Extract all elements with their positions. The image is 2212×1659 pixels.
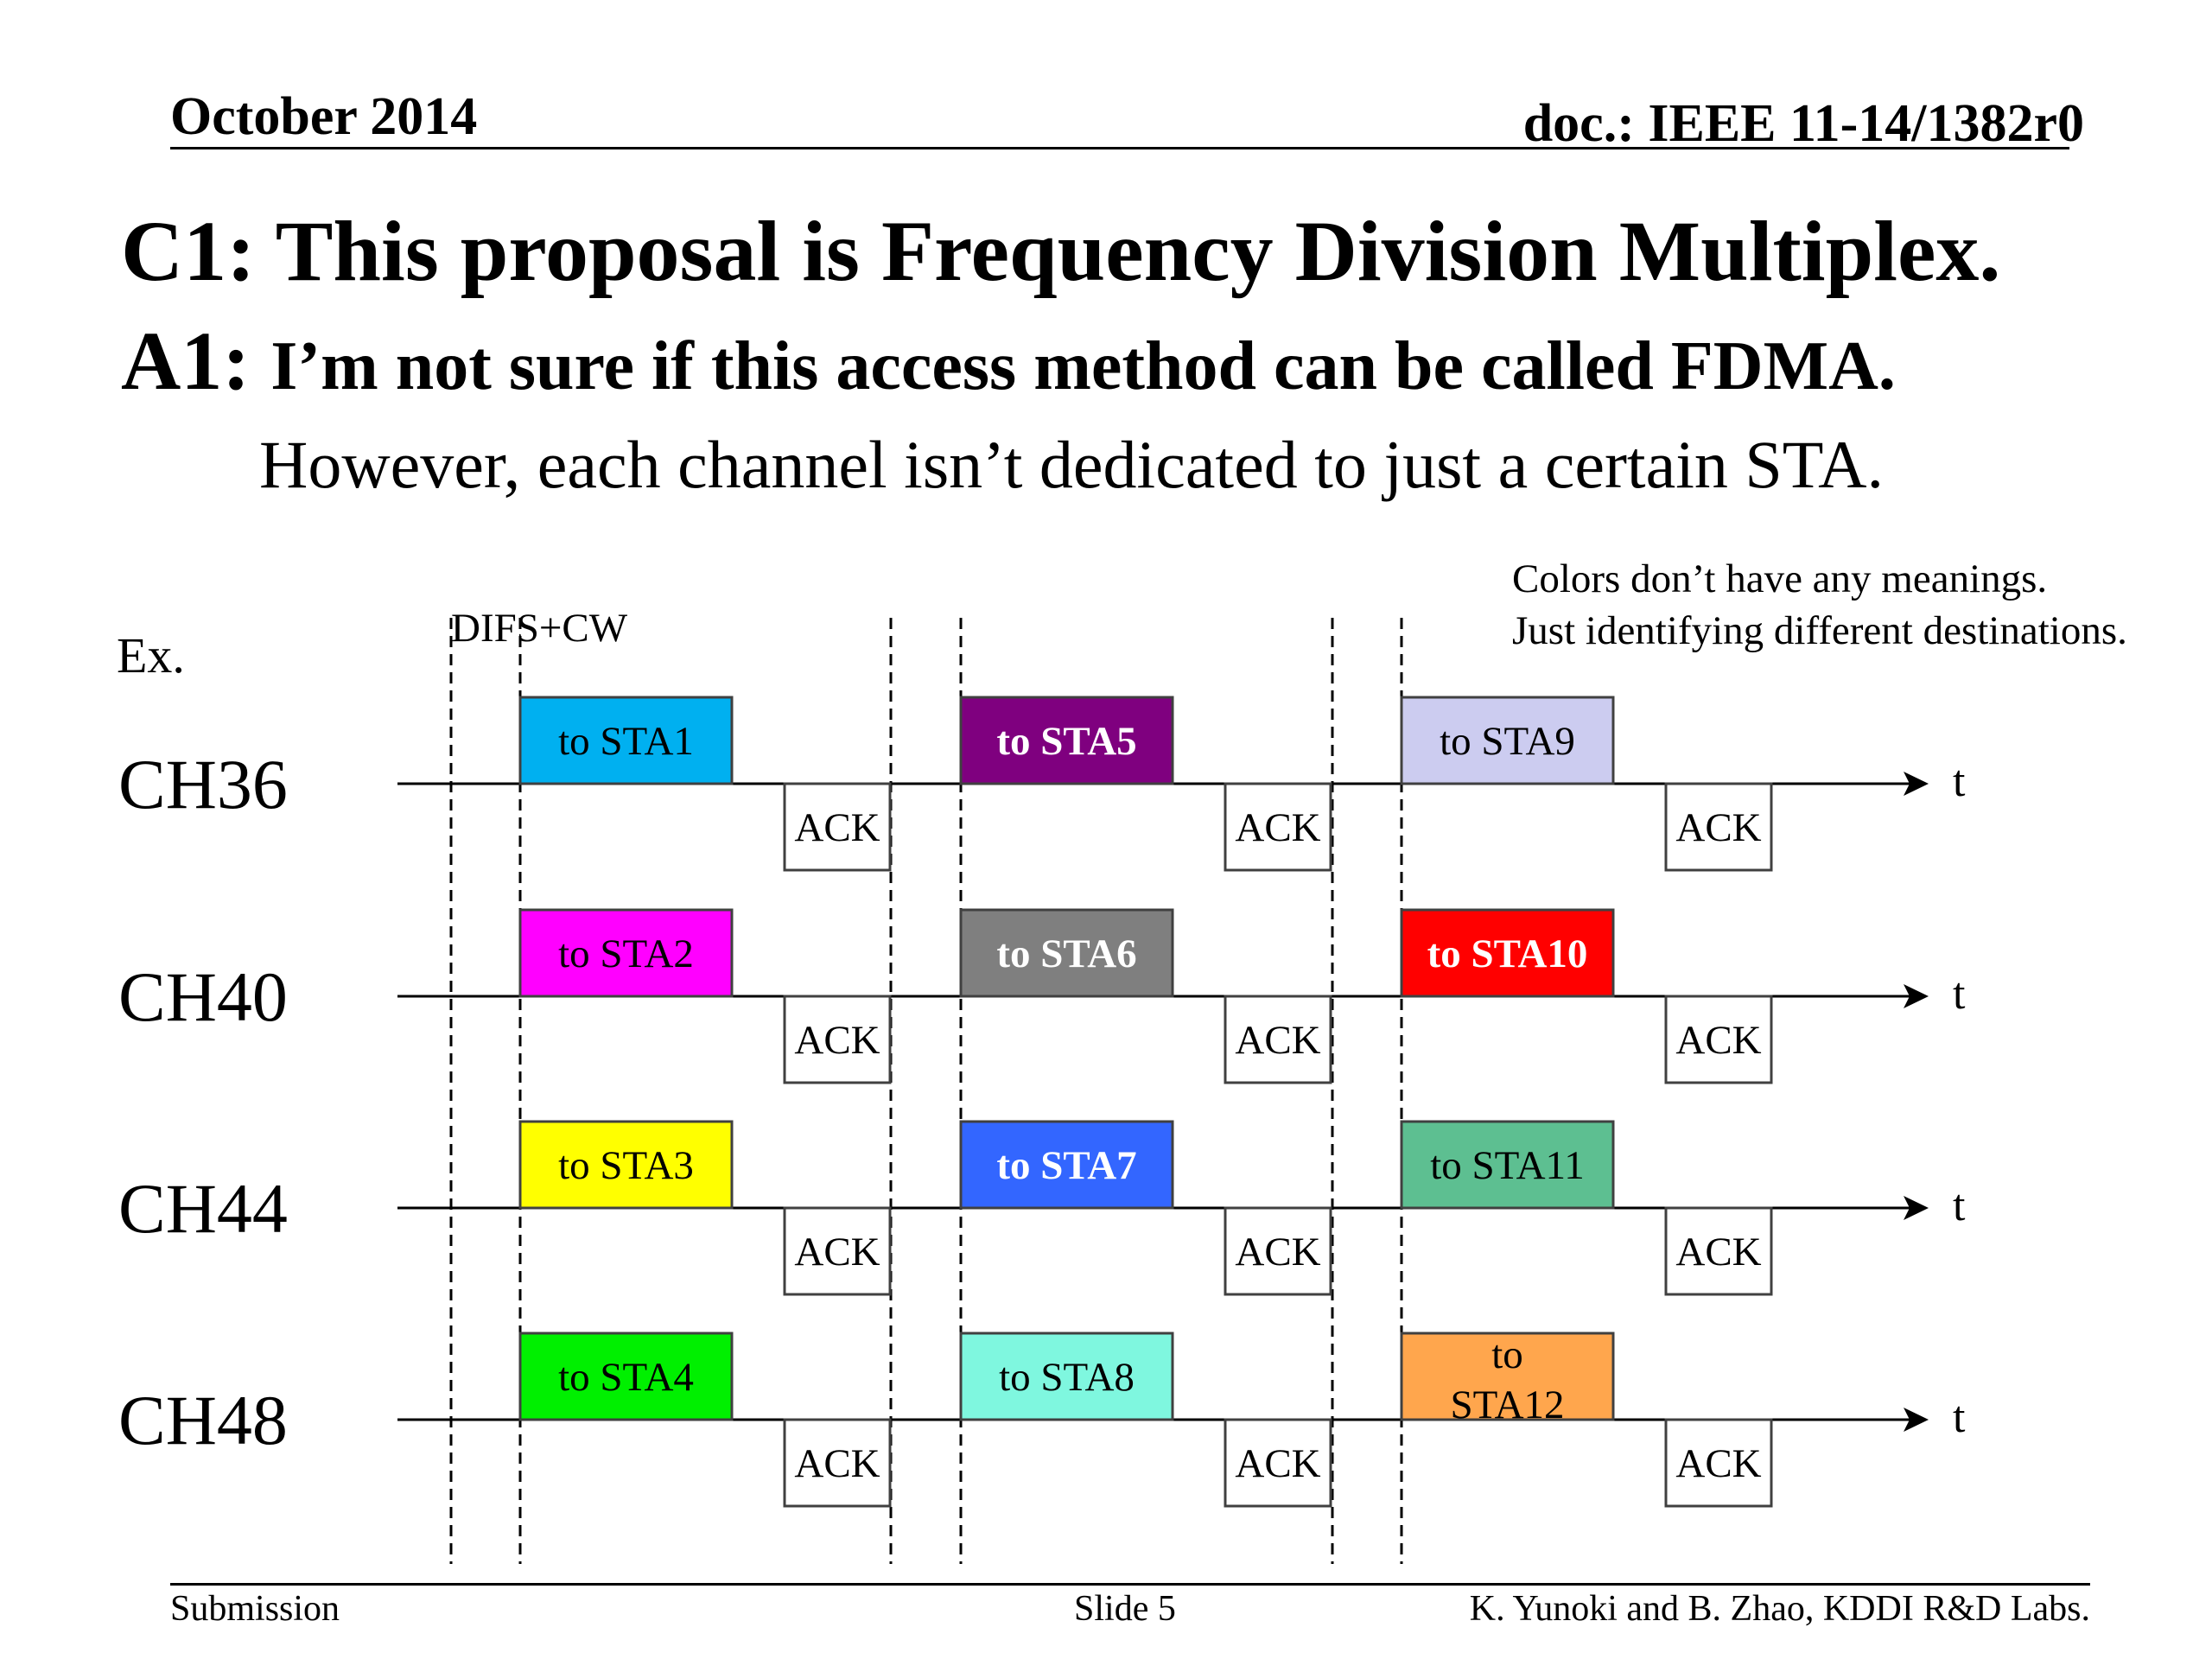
time-label: t — [1953, 1181, 1966, 1230]
time-label: t — [1953, 757, 1966, 806]
frame-box — [959, 1332, 1174, 1421]
frame-box — [518, 1120, 734, 1210]
time-label: t — [1953, 969, 1966, 1019]
ack-box — [783, 782, 892, 872]
ack-label: ACK — [1675, 805, 1761, 850]
ack-label: ACK — [794, 805, 880, 850]
frame-box — [959, 1120, 1174, 1210]
frame-label: to — [1491, 1332, 1523, 1377]
colors-note-line-1: Colors don’t have any meanings. — [1512, 556, 2048, 601]
frame-box — [518, 696, 734, 785]
frame-label: to STA4 — [558, 1355, 694, 1400]
frame-box — [959, 908, 1174, 998]
ack-label: ACK — [1675, 1018, 1761, 1063]
ack-label: ACK — [794, 1230, 880, 1274]
ack-label: ACK — [794, 1441, 880, 1486]
frame-label: to STA10 — [1427, 931, 1588, 976]
ack-label: ACK — [1675, 1230, 1761, 1274]
answer-text: I’m not sure if this access method can b… — [270, 328, 1896, 404]
frame-label: to STA1 — [558, 719, 694, 764]
answer-line: A1: I’m not sure if this access method c… — [121, 313, 1896, 409]
frame-label: to STA2 — [558, 931, 694, 976]
frame-label: to STA3 — [558, 1143, 694, 1188]
difs-cw-label: DIFS+CW — [451, 606, 628, 651]
ack-box — [1224, 995, 1332, 1084]
ack-box — [1664, 782, 1773, 872]
ack-label: ACK — [1235, 1441, 1320, 1486]
ack-label: ACK — [794, 1018, 880, 1063]
ack-box — [1664, 1206, 1773, 1296]
axis-arrowhead — [1904, 1408, 1929, 1432]
channel-label: CH44 — [118, 1169, 288, 1248]
frame-box — [518, 908, 734, 998]
colors-note: Colors don’t have any meanings. Just ide… — [1512, 553, 2127, 657]
footer-submission: Submission — [170, 1589, 340, 1629]
ack-label: ACK — [1235, 805, 1320, 850]
frame-box — [1400, 1120, 1615, 1210]
frame-label: STA12 — [1450, 1382, 1564, 1427]
frame-label: to STA8 — [999, 1355, 1135, 1400]
ack-box — [1224, 1206, 1332, 1296]
frame-label: to STA6 — [996, 931, 1136, 976]
frame-box — [1400, 908, 1615, 998]
channel-label: CH48 — [118, 1381, 288, 1459]
channel-label: CH36 — [118, 745, 288, 823]
frame-box — [1400, 1332, 1615, 1421]
ack-label: ACK — [1235, 1230, 1320, 1274]
header-rule — [170, 147, 2069, 149]
channel-label: CH40 — [118, 957, 288, 1036]
ack-box — [1664, 995, 1773, 1084]
frame-box — [1400, 696, 1615, 785]
axis-arrowhead — [1904, 984, 1929, 1008]
frame-label: to STA5 — [996, 719, 1136, 764]
ack-label: ACK — [1235, 1018, 1320, 1063]
question-line: C1: This proposal is Frequency Division … — [121, 201, 2000, 301]
note-line: However, each channel isn’t dedicated to… — [259, 427, 1884, 502]
frame-box — [518, 1332, 734, 1421]
answer-prefix: A1: — [121, 315, 251, 407]
example-label: Ex. — [117, 627, 185, 683]
frame-box — [959, 696, 1174, 785]
header-doc-id: doc.: IEEE 11-14/1382r0 — [1522, 94, 2084, 153]
question-text: This proposal is Frequency Division Mult… — [275, 203, 2001, 299]
colors-note-line-2: Just identifying different destinations. — [1512, 608, 2127, 653]
frame-label: to STA7 — [996, 1143, 1136, 1188]
frame-label: to STA11 — [1430, 1143, 1585, 1188]
ack-box — [783, 995, 892, 1084]
question-prefix: C1: — [121, 203, 256, 299]
ack-box — [1224, 1418, 1332, 1508]
ack-label: ACK — [1675, 1441, 1761, 1486]
ack-box — [1664, 1418, 1773, 1508]
footer-authors: K. Yunoki and B. Zhao, KDDI R&D Labs. — [1469, 1589, 2090, 1629]
header-date: October 2014 — [170, 87, 478, 146]
footer-rule — [170, 1583, 2090, 1586]
axis-arrowhead — [1904, 1196, 1929, 1220]
ack-box — [783, 1206, 892, 1296]
ack-box — [1224, 782, 1332, 872]
time-label: t — [1953, 1393, 1966, 1442]
frame-label: to STA9 — [1440, 719, 1575, 764]
ack-box — [783, 1418, 892, 1508]
footer-slide-number: Slide 5 — [1074, 1589, 1176, 1629]
axis-arrowhead — [1904, 772, 1929, 796]
